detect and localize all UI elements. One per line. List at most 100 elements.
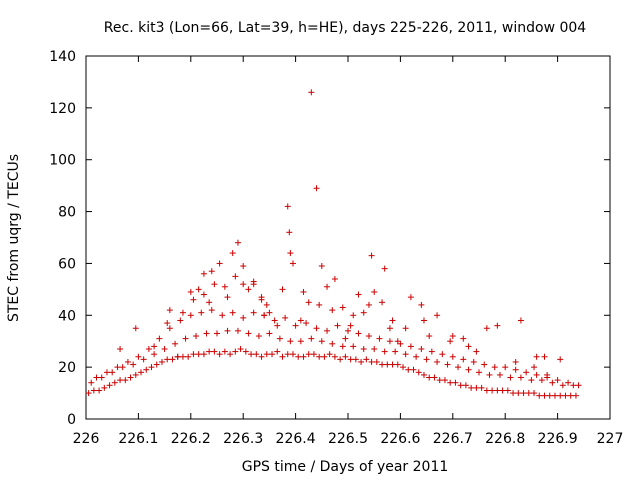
data-point <box>193 333 200 340</box>
data-point <box>240 263 247 270</box>
data-point <box>292 322 299 329</box>
data-point <box>452 379 459 386</box>
data-point <box>481 361 488 368</box>
data-point <box>198 309 205 316</box>
data-point <box>229 309 236 316</box>
data-point <box>379 361 386 368</box>
data-point <box>489 387 496 394</box>
data-point <box>538 377 545 384</box>
data-point <box>305 299 312 306</box>
data-point <box>355 291 362 298</box>
data-point <box>248 351 255 358</box>
data-point <box>352 356 359 363</box>
data-point <box>101 384 108 391</box>
data-point <box>158 358 165 365</box>
data-point <box>384 361 391 368</box>
data-point <box>494 387 501 394</box>
data-point <box>318 263 325 270</box>
data-point <box>337 356 344 363</box>
data-point <box>271 317 278 324</box>
y-tick-label: 100 <box>49 153 76 169</box>
data-point <box>565 379 572 386</box>
data-point <box>551 392 558 399</box>
data-point <box>457 382 464 389</box>
data-points <box>85 89 582 399</box>
data-point <box>177 317 184 324</box>
data-point <box>119 364 126 371</box>
x-tick-label: 227 <box>597 431 624 447</box>
data-point <box>179 309 186 316</box>
data-point <box>512 358 519 365</box>
data-point <box>130 361 137 368</box>
data-point <box>350 312 357 319</box>
data-point <box>360 309 367 316</box>
data-point <box>531 364 538 371</box>
x-tick-label: 226.3 <box>223 431 263 447</box>
data-point <box>250 278 257 285</box>
data-point <box>368 358 375 365</box>
data-point <box>447 338 454 345</box>
data-point <box>255 333 262 340</box>
data-point <box>544 371 551 378</box>
data-point <box>455 364 462 371</box>
y-axis-label: STEC from uqrg / TECUs <box>6 154 22 322</box>
data-point <box>426 374 433 381</box>
data-point <box>305 351 312 358</box>
data-point <box>138 369 145 376</box>
data-point <box>436 377 443 384</box>
data-point <box>510 390 517 397</box>
data-point <box>279 286 286 293</box>
data-point <box>216 351 223 358</box>
x-tick-label: 226.6 <box>380 431 420 447</box>
x-axis-label: GPS time / Days of year 2011 <box>242 459 449 475</box>
data-point <box>379 299 386 306</box>
data-point <box>195 286 202 293</box>
data-point <box>258 294 265 301</box>
data-point <box>465 366 472 373</box>
data-point <box>371 288 378 295</box>
data-point <box>208 307 215 314</box>
data-point <box>360 345 367 352</box>
data-point <box>132 325 139 332</box>
data-point <box>394 361 401 368</box>
data-point <box>240 314 247 321</box>
data-point <box>153 361 160 368</box>
data-point <box>410 366 417 373</box>
data-point <box>460 335 467 342</box>
data-point <box>570 382 577 389</box>
data-point <box>214 330 220 337</box>
data-point <box>554 377 561 384</box>
data-point <box>365 333 372 340</box>
data-point <box>250 309 257 316</box>
x-tick-label: 226.7 <box>433 431 473 447</box>
data-point <box>562 392 569 399</box>
data-point <box>494 322 501 329</box>
data-point <box>313 185 320 192</box>
y-tick-label: 120 <box>49 101 76 117</box>
plot-frame <box>85 55 611 420</box>
data-point <box>347 322 354 329</box>
data-point <box>549 379 556 386</box>
data-point <box>381 348 388 355</box>
data-point <box>413 353 420 360</box>
y-tick-label: 140 <box>49 49 76 65</box>
data-point <box>572 392 579 399</box>
data-point <box>423 356 430 363</box>
data-point <box>415 369 422 376</box>
data-point <box>559 382 566 389</box>
data-point <box>258 353 265 360</box>
data-point <box>164 356 171 363</box>
data-point <box>371 345 378 352</box>
data-point <box>339 304 346 311</box>
data-point <box>182 335 189 342</box>
x-tick-label: 226.9 <box>538 431 578 447</box>
data-point <box>190 351 197 358</box>
data-point <box>224 327 231 334</box>
data-point <box>329 307 336 314</box>
y-tick-label: 60 <box>58 256 76 272</box>
data-point <box>428 348 435 355</box>
data-point <box>462 382 469 389</box>
x-tick-label: 226.1 <box>118 431 158 447</box>
data-point <box>418 345 425 352</box>
data-point <box>546 392 553 399</box>
